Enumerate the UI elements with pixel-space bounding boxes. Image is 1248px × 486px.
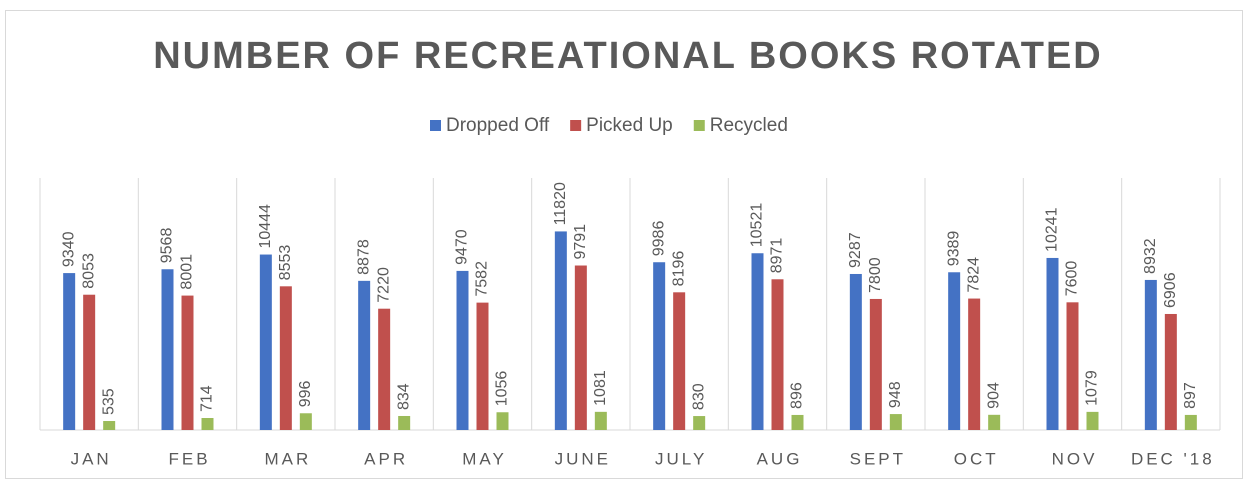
data-label: 535 bbox=[100, 388, 117, 415]
bar bbox=[1046, 257, 1059, 430]
x-tick-label: JAN bbox=[71, 449, 112, 468]
bar bbox=[968, 298, 981, 430]
bar bbox=[1164, 313, 1177, 430]
data-label: 9568 bbox=[159, 228, 176, 264]
data-label: 897 bbox=[1182, 382, 1199, 409]
data-label: 904 bbox=[985, 382, 1002, 409]
data-label: 8971 bbox=[769, 238, 786, 274]
bar bbox=[869, 298, 882, 430]
bar bbox=[1184, 414, 1197, 430]
bar bbox=[889, 414, 902, 430]
x-tick-label: NOV bbox=[1052, 449, 1098, 468]
bar bbox=[259, 254, 272, 430]
bar bbox=[653, 262, 666, 430]
data-label: 896 bbox=[789, 382, 806, 409]
bar bbox=[398, 415, 411, 430]
bar bbox=[1144, 279, 1157, 430]
legend-swatch bbox=[430, 120, 441, 131]
x-tick-label: MAR bbox=[264, 449, 311, 468]
x-tick-label: OCT bbox=[954, 449, 999, 468]
bar bbox=[63, 273, 76, 430]
bar bbox=[1086, 411, 1099, 430]
x-tick-label: APR bbox=[364, 449, 408, 468]
data-label: 9986 bbox=[650, 221, 667, 257]
data-label: 11820 bbox=[552, 182, 569, 225]
data-label: 8053 bbox=[80, 253, 97, 289]
bar bbox=[554, 231, 567, 430]
bar bbox=[948, 272, 961, 430]
data-label: 7600 bbox=[1064, 261, 1081, 297]
data-label: 9791 bbox=[572, 224, 589, 260]
data-label: 1079 bbox=[1084, 370, 1101, 406]
data-label: 8553 bbox=[277, 245, 294, 281]
bar bbox=[496, 412, 509, 430]
data-label: 1056 bbox=[494, 371, 511, 407]
bar bbox=[988, 414, 1001, 430]
data-label: 8196 bbox=[670, 251, 687, 287]
bar bbox=[378, 308, 391, 430]
bar bbox=[791, 414, 804, 430]
data-label: 7582 bbox=[474, 261, 491, 297]
bar bbox=[103, 421, 116, 430]
bar bbox=[849, 273, 862, 430]
bar bbox=[751, 253, 764, 430]
bar bbox=[299, 413, 312, 430]
data-label: 714 bbox=[199, 385, 216, 412]
data-label: 9287 bbox=[847, 232, 864, 268]
data-label: 948 bbox=[887, 381, 904, 408]
bar bbox=[181, 295, 194, 430]
x-tick-label: FEB bbox=[168, 449, 210, 468]
bar bbox=[201, 418, 214, 430]
chart-title: NUMBER OF RECREATIONAL BOOKS ROTATED bbox=[153, 35, 1103, 77]
x-tick-label: MAY bbox=[462, 449, 507, 468]
data-label: 10444 bbox=[257, 204, 274, 249]
data-label: 9470 bbox=[454, 229, 471, 265]
legend-label: Dropped Off bbox=[446, 115, 550, 136]
bar bbox=[693, 416, 706, 430]
bar bbox=[279, 286, 292, 430]
bar bbox=[161, 269, 174, 430]
legend-label: Recycled bbox=[710, 115, 788, 136]
bar bbox=[574, 265, 587, 430]
data-label: 8932 bbox=[1142, 238, 1159, 274]
x-tick-label: SEPT bbox=[850, 449, 906, 468]
data-label: 996 bbox=[297, 380, 314, 407]
data-label: 8878 bbox=[355, 239, 372, 275]
legend-swatch bbox=[570, 120, 582, 131]
data-label: 9389 bbox=[945, 231, 962, 267]
data-label: 834 bbox=[395, 383, 412, 410]
x-tick-label: AUG bbox=[757, 449, 803, 468]
data-label: 7824 bbox=[965, 257, 982, 293]
data-label: 8001 bbox=[179, 254, 196, 290]
legend-swatch bbox=[693, 120, 705, 131]
data-label: 10241 bbox=[1044, 207, 1061, 252]
bar bbox=[771, 279, 784, 430]
bar bbox=[456, 270, 469, 430]
legend-label: Picked Up bbox=[586, 115, 673, 136]
bar bbox=[594, 411, 607, 430]
bar bbox=[673, 292, 686, 430]
data-label: 6906 bbox=[1162, 272, 1179, 308]
data-label: 10521 bbox=[749, 203, 766, 248]
x-tick-label: DEC '18 bbox=[1131, 449, 1215, 468]
bar bbox=[83, 294, 96, 430]
bar bbox=[358, 280, 371, 430]
x-tick-label: JULY bbox=[655, 449, 707, 468]
data-label: 9340 bbox=[60, 231, 77, 267]
bar bbox=[1066, 302, 1079, 430]
data-label: 7800 bbox=[867, 257, 884, 293]
data-label: 7220 bbox=[375, 267, 392, 303]
data-label: 1081 bbox=[592, 370, 609, 406]
bar bbox=[476, 302, 489, 430]
x-tick-label: JUNE bbox=[555, 449, 611, 468]
data-label: 830 bbox=[690, 383, 707, 410]
chart-frame bbox=[5, 10, 1243, 479]
